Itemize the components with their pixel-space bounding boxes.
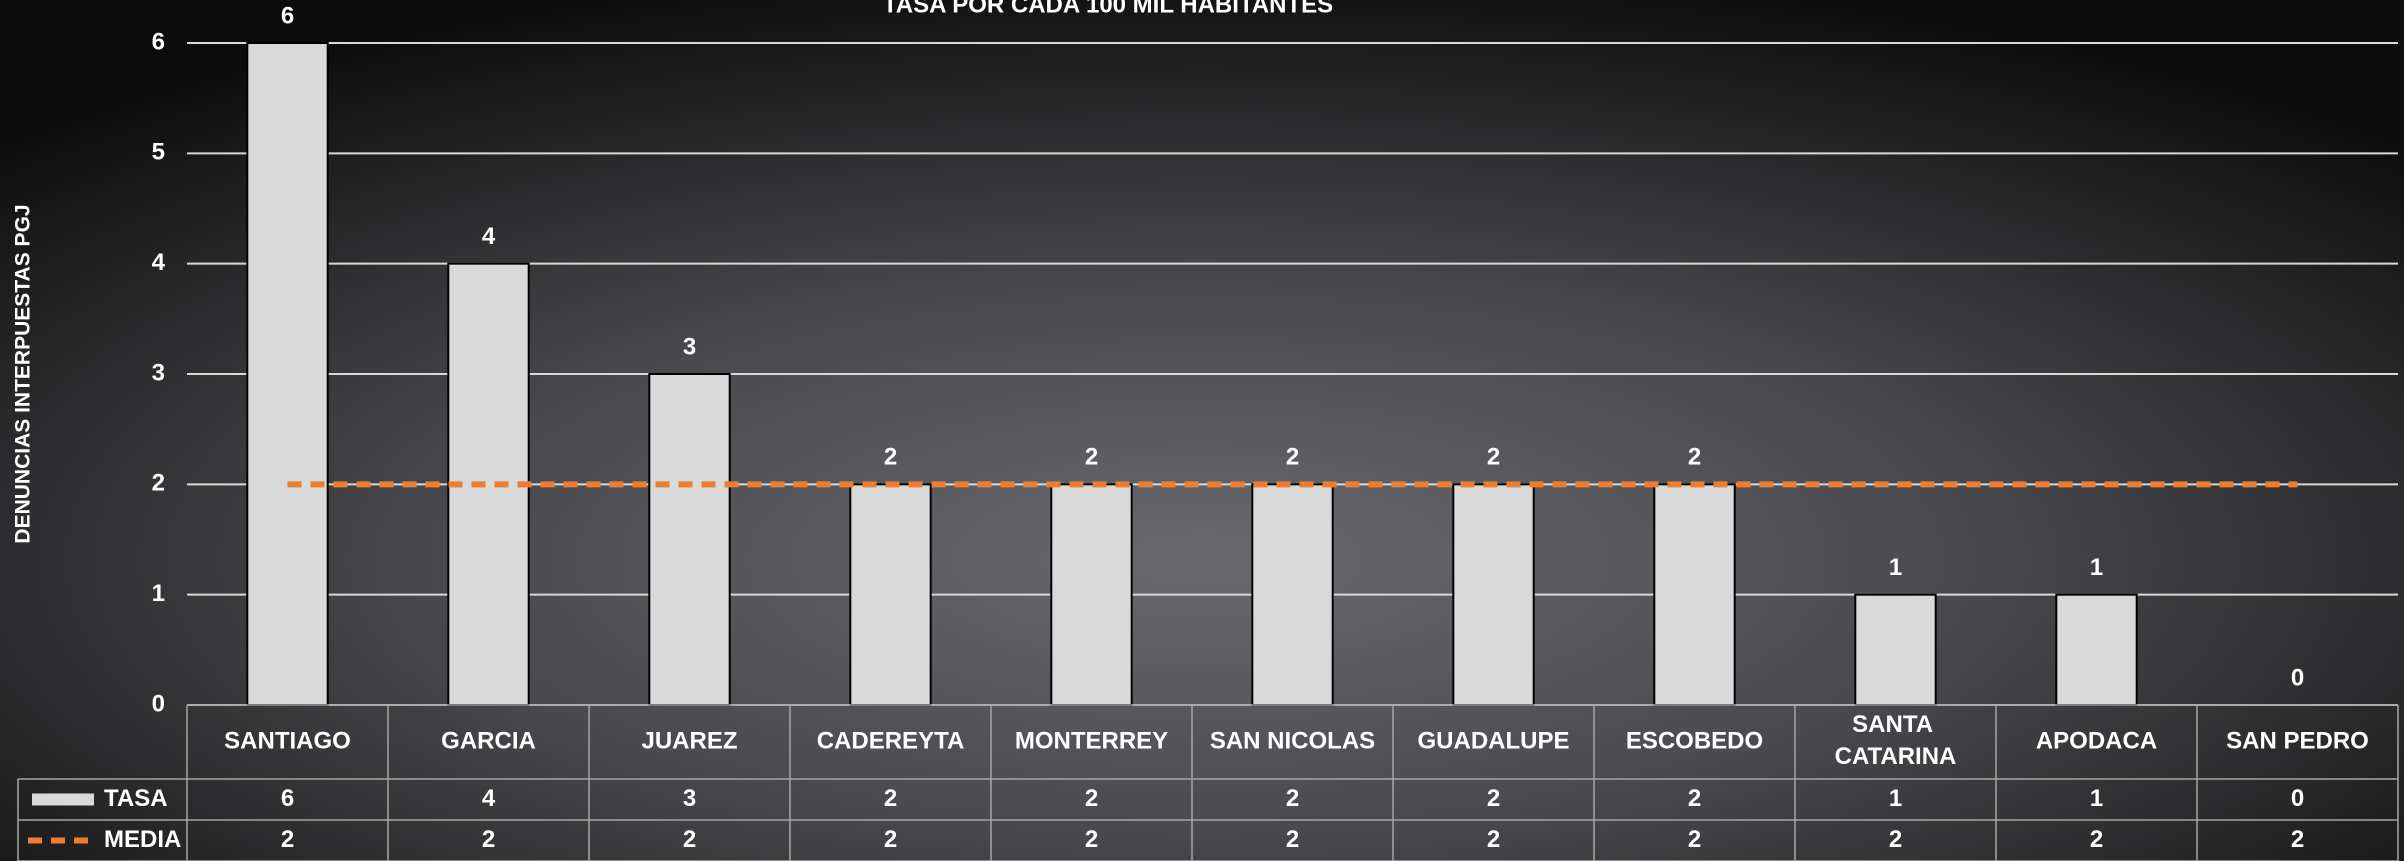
table-value: 2 [2090, 826, 2103, 853]
data-label: 1 [2090, 554, 2103, 581]
y-tick-label: 4 [152, 249, 166, 276]
data-label: 2 [1487, 444, 1500, 471]
data-label: 3 [683, 333, 696, 360]
category-label: GARCIA [441, 727, 536, 754]
category-label: MONTERREY [1015, 727, 1168, 754]
table-value: 2 [1889, 826, 1902, 853]
table-value: 2 [2291, 826, 2304, 853]
category-label: SANTA CATARINA [1835, 711, 1957, 770]
legend-label: MEDIA [104, 826, 181, 853]
data-label: 0 [2291, 664, 2304, 691]
category-label: ESCOBEDO [1626, 727, 1763, 754]
table-value: 3 [683, 785, 696, 812]
y-axis-label: DENUNCIAS INTERPUESTAS PGJ [12, 204, 35, 543]
data-label: 2 [884, 444, 897, 471]
category-label: SANTIAGO [224, 727, 351, 754]
table-value: 4 [482, 785, 496, 812]
y-tick-label: 0 [152, 690, 165, 717]
table-value: 2 [1487, 785, 1500, 812]
table-value: 2 [482, 826, 495, 853]
y-tick-label: 3 [152, 359, 165, 386]
chart-title: TASA POR CADA 100 MIL HABITANTES [883, 0, 1333, 18]
table-value: 2 [884, 785, 897, 812]
bar [1653, 483, 1736, 707]
bar [1854, 593, 1937, 707]
bar [1452, 483, 1535, 707]
data-label: 4 [482, 223, 496, 250]
category-label: CADEREYTA [817, 727, 965, 754]
table-value: 1 [2090, 785, 2103, 812]
y-tick-label: 2 [152, 470, 165, 497]
legend-label: TASA [104, 785, 168, 812]
bar [1050, 483, 1133, 707]
table-value: 2 [683, 826, 696, 853]
y-tick-label: 6 [152, 28, 165, 55]
data-label: 2 [1286, 444, 1299, 471]
table-value: 2 [1286, 826, 1299, 853]
category-label: JUAREZ [641, 727, 737, 754]
bar [849, 483, 932, 707]
table-value: 1 [1889, 785, 1902, 812]
data-label: 6 [281, 2, 294, 29]
data-label: 2 [1688, 444, 1701, 471]
category-label: SAN PEDRO [2226, 727, 2369, 754]
bar [246, 42, 329, 706]
table-value: 2 [1688, 785, 1701, 812]
category-label: APODACA [2036, 727, 2157, 754]
table-value: 2 [884, 826, 897, 853]
bar [1251, 483, 1334, 707]
y-tick-label: 1 [152, 580, 165, 607]
table-value: 2 [1487, 826, 1500, 853]
category-label: SAN NICOLAS [1210, 727, 1375, 754]
table-value: 2 [1286, 785, 1299, 812]
table-value: 0 [2291, 785, 2304, 812]
data-label: 1 [1889, 554, 1902, 581]
table-value: 2 [1085, 826, 1098, 853]
bar [2055, 593, 2138, 707]
table-value: 2 [1688, 826, 1701, 853]
legend-swatch [32, 793, 94, 806]
data-label: 2 [1085, 444, 1098, 471]
table-value: 2 [281, 826, 294, 853]
table-value: 2 [1085, 785, 1098, 812]
bar [648, 373, 731, 706]
table-value: 6 [281, 785, 294, 812]
category-label: GUADALUPE [1417, 727, 1569, 754]
y-tick-label: 5 [152, 139, 165, 166]
